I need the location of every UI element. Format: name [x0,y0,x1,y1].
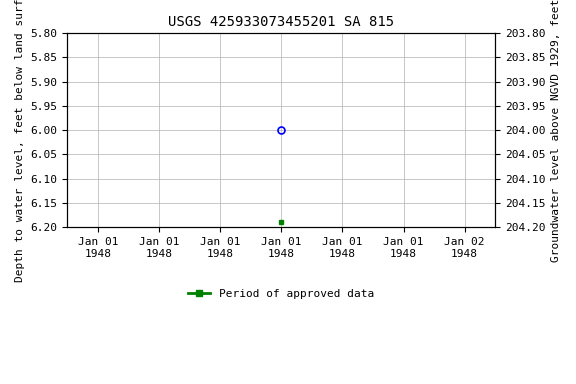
Y-axis label: Depth to water level, feet below land surface: Depth to water level, feet below land su… [15,0,25,282]
Legend: Period of approved data: Period of approved data [184,285,379,303]
Title: USGS 425933073455201 SA 815: USGS 425933073455201 SA 815 [168,15,395,29]
Y-axis label: Groundwater level above NGVD 1929, feet: Groundwater level above NGVD 1929, feet [551,0,561,262]
